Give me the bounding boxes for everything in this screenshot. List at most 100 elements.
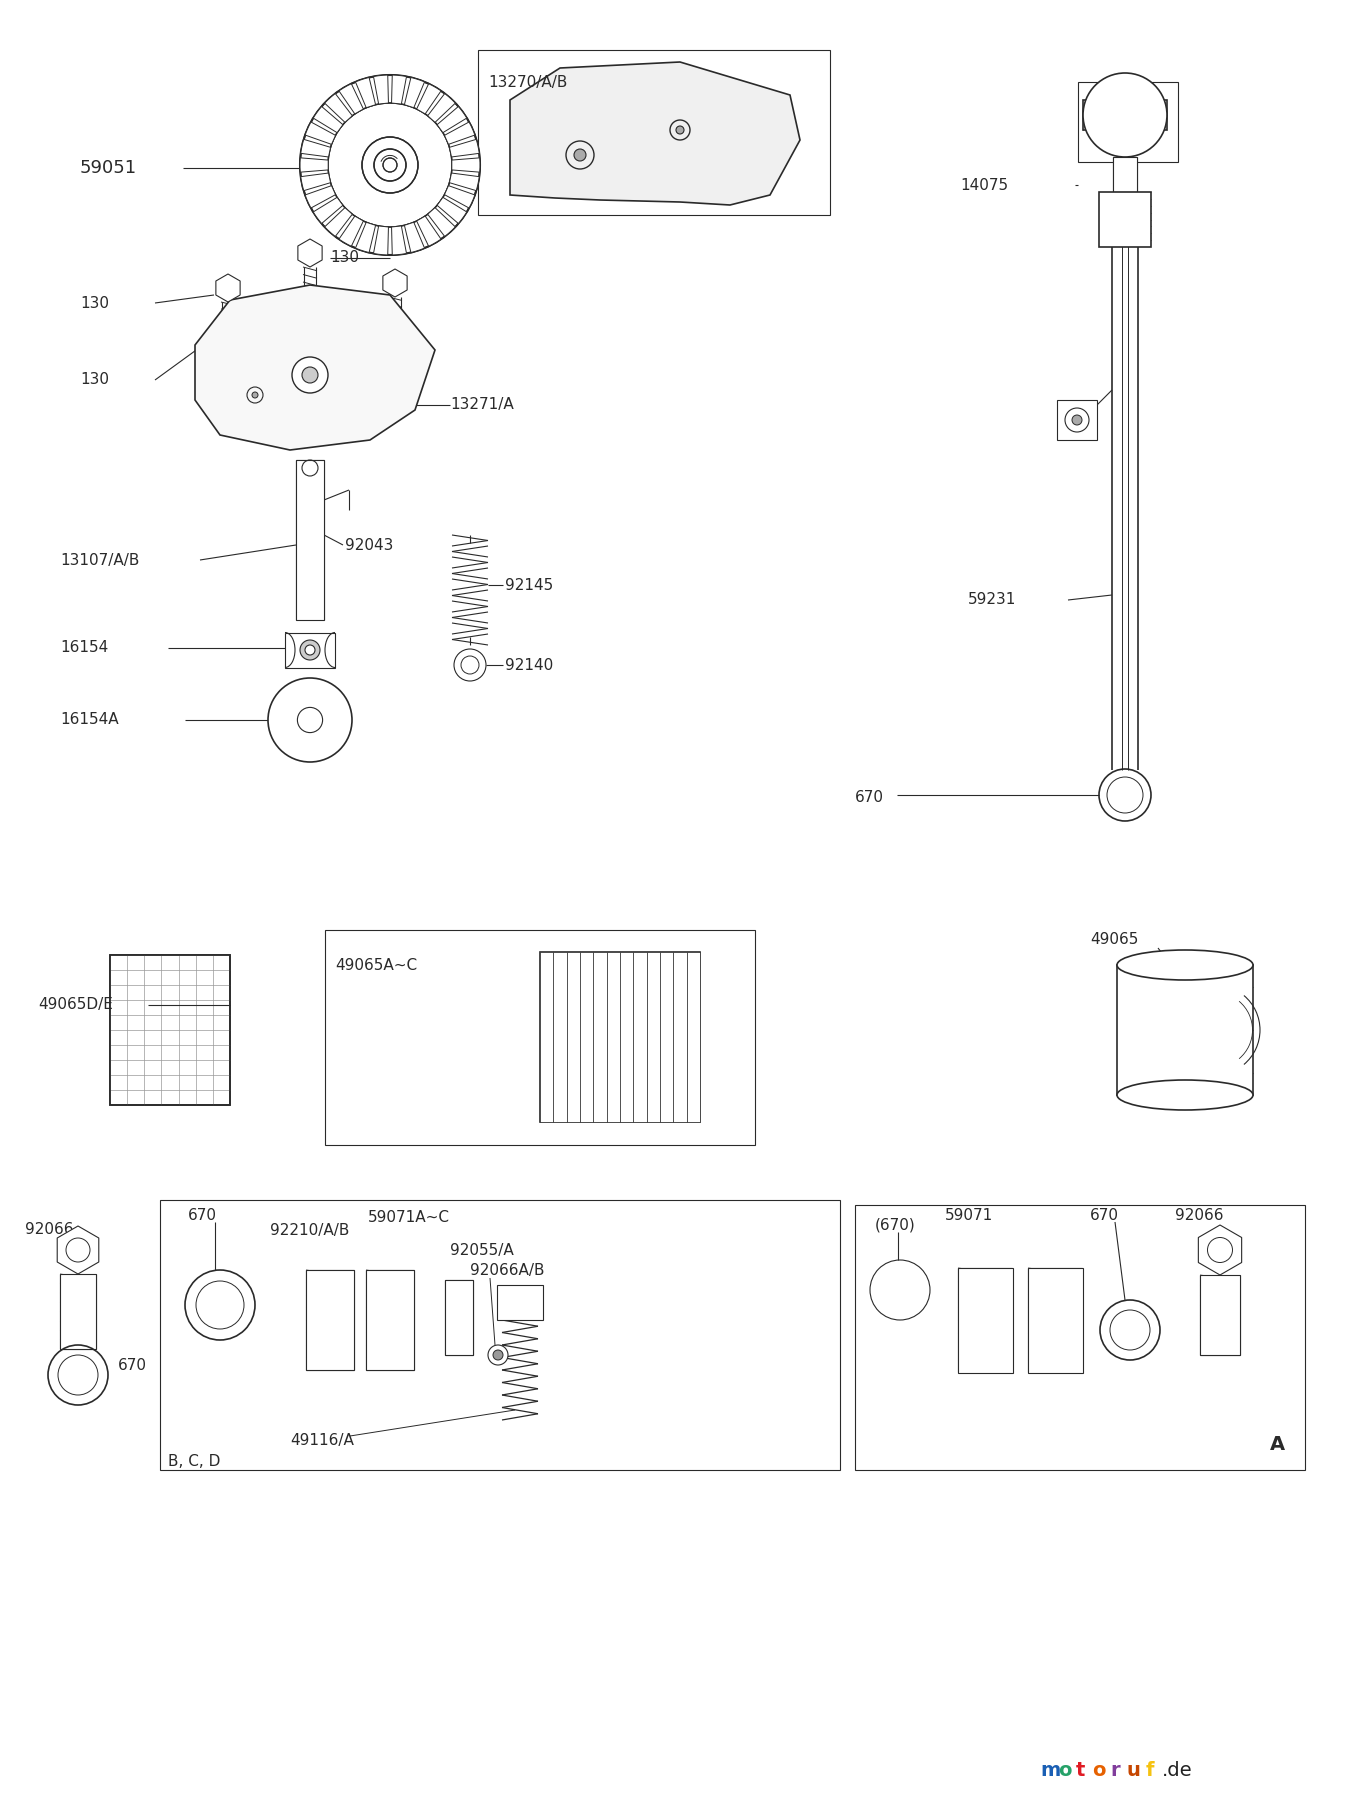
Bar <box>110 956 230 1105</box>
Polygon shape <box>373 76 388 104</box>
Polygon shape <box>373 227 388 256</box>
Circle shape <box>676 126 684 133</box>
Polygon shape <box>438 198 466 223</box>
Text: 49116/A: 49116/A <box>290 1433 354 1447</box>
Ellipse shape <box>1118 1080 1253 1111</box>
Text: 16154A: 16154A <box>60 713 119 727</box>
Polygon shape <box>339 216 364 247</box>
Ellipse shape <box>1118 950 1253 979</box>
Bar <box>1056 400 1097 439</box>
Text: 13107/A/B: 13107/A/B <box>60 553 139 567</box>
Bar <box>607 952 620 1121</box>
Text: 92140: 92140 <box>506 657 553 673</box>
Polygon shape <box>215 274 240 302</box>
Bar <box>478 50 830 214</box>
Text: r: r <box>1109 1760 1119 1780</box>
Polygon shape <box>195 284 435 450</box>
Text: u: u <box>1127 1760 1141 1780</box>
Polygon shape <box>301 173 331 191</box>
Polygon shape <box>417 216 442 247</box>
Polygon shape <box>356 77 376 108</box>
Bar <box>296 461 324 619</box>
Polygon shape <box>305 122 335 144</box>
Text: 59231: 59231 <box>968 592 1017 608</box>
Bar <box>540 952 553 1121</box>
Bar <box>581 952 593 1121</box>
Bar <box>958 1267 1013 1373</box>
Text: 670: 670 <box>119 1357 147 1372</box>
Bar <box>634 952 646 1121</box>
Bar <box>553 952 567 1121</box>
Circle shape <box>303 367 318 383</box>
Bar <box>1078 83 1178 162</box>
Bar <box>1199 1274 1240 1355</box>
Bar <box>60 1274 95 1348</box>
Polygon shape <box>298 239 322 266</box>
Text: 49065D/E: 49065D/E <box>38 997 113 1012</box>
Text: 13271/A: 13271/A <box>450 398 514 412</box>
Circle shape <box>383 158 397 173</box>
Bar <box>567 952 581 1121</box>
Bar <box>110 956 230 1105</box>
Text: (670): (670) <box>875 1217 916 1233</box>
Circle shape <box>252 392 258 398</box>
Bar <box>855 1204 1304 1471</box>
Polygon shape <box>405 77 424 108</box>
Bar <box>687 952 701 1121</box>
Text: A: A <box>1270 1436 1285 1454</box>
Polygon shape <box>300 158 328 173</box>
Polygon shape <box>1198 1226 1242 1274</box>
Polygon shape <box>450 139 480 157</box>
Polygon shape <box>324 94 352 122</box>
Text: 16154: 16154 <box>60 641 108 655</box>
Circle shape <box>300 641 320 661</box>
Polygon shape <box>428 94 455 122</box>
Text: 92043: 92043 <box>345 538 394 553</box>
Circle shape <box>305 644 315 655</box>
Circle shape <box>1084 74 1167 157</box>
Bar <box>159 1201 840 1471</box>
Text: 59071A~C: 59071A~C <box>368 1210 450 1226</box>
Text: 92055/A: 92055/A <box>450 1242 514 1258</box>
Bar <box>673 952 687 1121</box>
Polygon shape <box>383 268 408 297</box>
Polygon shape <box>444 122 474 144</box>
Bar <box>540 952 701 1121</box>
Text: 670: 670 <box>855 790 885 806</box>
Circle shape <box>574 149 586 160</box>
Bar <box>1099 193 1150 247</box>
Text: 14075: 14075 <box>960 178 1009 193</box>
Bar <box>444 1280 473 1355</box>
Bar <box>285 634 335 668</box>
Polygon shape <box>450 173 480 191</box>
Polygon shape <box>438 106 466 133</box>
Circle shape <box>300 76 480 256</box>
Bar <box>1114 157 1137 193</box>
Text: t: t <box>1075 1760 1085 1780</box>
Circle shape <box>363 137 418 193</box>
Polygon shape <box>324 207 352 236</box>
Text: 130: 130 <box>80 295 109 310</box>
Text: m: m <box>1040 1760 1060 1780</box>
Bar <box>497 1285 542 1319</box>
Text: f: f <box>1146 1760 1154 1780</box>
Text: 49065A~C: 49065A~C <box>335 958 417 972</box>
Text: 130: 130 <box>80 373 109 387</box>
Polygon shape <box>444 185 474 209</box>
Polygon shape <box>356 221 376 252</box>
Text: 49065: 49065 <box>1090 932 1138 947</box>
Polygon shape <box>313 106 343 133</box>
Bar <box>307 1271 354 1370</box>
Polygon shape <box>417 85 442 113</box>
Circle shape <box>292 356 328 392</box>
Polygon shape <box>57 1226 98 1274</box>
Text: 13270/A/B: 13270/A/B <box>488 76 567 90</box>
Bar <box>324 931 755 1145</box>
Bar <box>1084 101 1167 130</box>
Polygon shape <box>391 76 406 104</box>
Text: 130: 130 <box>330 250 358 265</box>
Polygon shape <box>428 207 455 236</box>
Bar <box>620 952 634 1121</box>
Polygon shape <box>510 61 800 205</box>
Text: .de: .de <box>1163 1760 1193 1780</box>
